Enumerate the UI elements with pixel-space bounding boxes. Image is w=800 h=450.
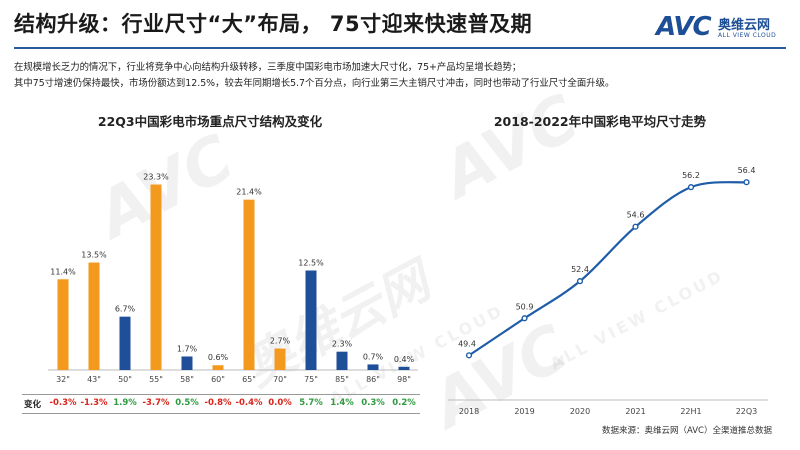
bar-chart: 11.4% 32" 13.5% 43" 6.7% 50" 23.3% 55" 1.7% 58" 0.… xyxy=(48,173,418,384)
intro-line-1: 在规模增长乏力的情况下，行业将竞争中心向结构升级转移，三季度中国彩电市场加速大尺… xyxy=(14,62,522,73)
line-x-tick-1: 2019 xyxy=(514,407,534,416)
logo-chinese-name: 奥维云网 xyxy=(718,18,771,33)
bar-category-label-4: 58" xyxy=(180,375,194,384)
bar-4 xyxy=(181,356,193,370)
bar-9 xyxy=(336,351,348,370)
change-value-7: 0.0% xyxy=(268,398,292,408)
change-value-8: 5.7% xyxy=(299,398,323,408)
bar-category-label-1: 43" xyxy=(87,375,101,384)
bar-value-label-10: 0.7% xyxy=(363,352,384,361)
line-value-label-4: 56.2 xyxy=(682,171,700,180)
bar-category-label-0: 32" xyxy=(56,375,70,384)
bar-value-label-0: 11.4% xyxy=(50,267,76,276)
bar-category-label-5: 60" xyxy=(211,375,225,384)
logo-mark: AVC xyxy=(656,12,712,42)
bar-value-label-4: 1.7% xyxy=(177,344,198,353)
bar-value-label-8: 12.5% xyxy=(298,259,324,268)
bar-category-label-8: 75" xyxy=(304,375,318,384)
intro-text: 在规模增长乏力的情况下，行业将竞争中心向结构升级转移，三季度中国彩电市场加速大尺… xyxy=(14,60,794,92)
line-x-tick-4: 22H1 xyxy=(680,407,701,416)
line-value-label-2: 52.4 xyxy=(571,265,589,274)
bar-chart-title: 22Q3中国彩电市场重点尺寸结构及变化 xyxy=(97,114,323,129)
change-value-10: 0.3% xyxy=(361,398,385,408)
bar-7 xyxy=(274,348,286,370)
line-x-tick-3: 2021 xyxy=(625,407,645,416)
intro-line-2: 其中75寸增速仍保持最快，市场份额达到12.5%，较去年同期增长5.7个百分点，… xyxy=(14,78,615,89)
bar-category-label-7: 70" xyxy=(273,375,287,384)
line-point-0 xyxy=(465,352,473,359)
change-value-3: -3.7% xyxy=(142,398,170,408)
line-x-tick-5: 22Q3 xyxy=(736,407,758,416)
change-value-4: 0.5% xyxy=(175,398,199,408)
bar-0 xyxy=(57,279,69,370)
change-row-label: 变化 xyxy=(24,400,42,410)
logo-english-name: ALL VIEW CLOUD xyxy=(718,32,777,39)
avc-logo: AVC 奥维云网 ALL VIEW CLOUD xyxy=(656,10,786,44)
bar-category-label-3: 55" xyxy=(149,375,163,384)
change-value-1: -1.3% xyxy=(80,398,108,408)
change-value-2: 1.9% xyxy=(113,398,137,408)
bar-value-label-2: 6.7% xyxy=(115,305,136,314)
bar-11 xyxy=(398,366,410,370)
line-value-label-3: 54.6 xyxy=(627,211,645,220)
bar-value-label-6: 21.4% xyxy=(236,188,262,197)
bar-3 xyxy=(150,184,162,370)
line-chart-title: 2018-2022年中国彩电平均尺寸走势 xyxy=(493,114,707,129)
change-value-0: -0.3% xyxy=(49,398,77,408)
line-point-1 xyxy=(521,315,528,322)
bar-10 xyxy=(367,364,379,370)
line-x-tick-0: 2018 xyxy=(459,407,479,416)
line-point-4 xyxy=(687,184,695,191)
line-point-3 xyxy=(632,223,639,230)
line-value-label-5: 56.4 xyxy=(738,166,756,175)
bar-1 xyxy=(88,262,100,370)
change-value-5: -0.8% xyxy=(204,398,232,408)
bar-5 xyxy=(212,365,224,370)
average-size-line xyxy=(468,181,747,357)
bar-category-label-10: 86" xyxy=(366,375,380,384)
bar-category-label-6: 65" xyxy=(242,375,256,384)
line-value-label-0: 49.4 xyxy=(458,339,476,348)
bar-value-label-5: 0.6% xyxy=(208,353,229,362)
bar-2 xyxy=(119,316,131,370)
bar-value-label-7: 2.7% xyxy=(270,337,291,346)
bar-category-label-11: 98" xyxy=(397,375,411,384)
title-divider xyxy=(14,47,786,49)
change-value-6: -0.4% xyxy=(235,398,263,408)
bar-category-label-2: 50" xyxy=(118,375,132,384)
line-point-2 xyxy=(576,278,584,285)
bar-8 xyxy=(305,270,317,370)
change-row: 变化 -0.3% -1.3% 1.9% -3.7% 0.5% -0.8% -0.4% 0.0%… xyxy=(22,394,420,414)
line-value-label-1: 50.9 xyxy=(516,302,534,311)
change-value-9: 1.4% xyxy=(330,398,354,408)
bar-value-label-1: 13.5% xyxy=(81,251,107,260)
bar-6 xyxy=(243,199,255,370)
data-source: 数据来源：奥维云网（AVC）全渠道推总数据 xyxy=(601,426,772,436)
bar-category-label-9: 85" xyxy=(335,375,349,384)
page-title: 结构升级：行业尺寸“大”布局， 75寸迎来快速普及期 xyxy=(14,12,533,36)
line-x-tick-2: 2020 xyxy=(570,407,590,416)
bar-value-label-3: 23.3% xyxy=(143,173,169,182)
line-point-5 xyxy=(743,179,750,186)
bar-value-label-11: 0.4% xyxy=(394,355,415,364)
line-chart: 49.4 2018 50.9 2019 52.4 2020 54.6 2021 56.2 22H1… xyxy=(448,166,768,416)
bar-value-label-9: 2.3% xyxy=(332,340,353,349)
change-value-11: 0.2% xyxy=(392,398,416,408)
